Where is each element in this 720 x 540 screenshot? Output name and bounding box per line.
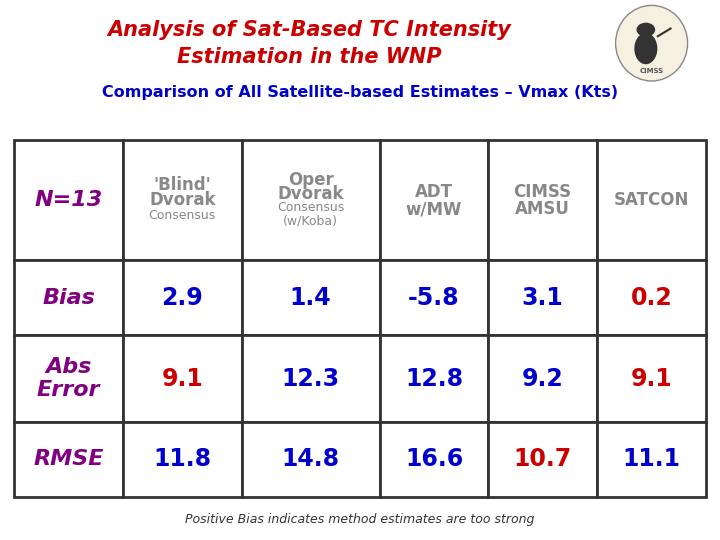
Bar [14,260,123,335]
Text: ADT: ADT [415,183,453,201]
Text: 1.4: 1.4 [290,286,331,310]
Text: w/MW: w/MW [406,200,462,218]
Bar [14,422,123,497]
Bar [488,335,597,422]
Text: AMSU: AMSU [516,200,570,218]
Text: 11.8: 11.8 [153,447,212,471]
Text: CIMSS: CIMSS [513,183,572,201]
Bar [597,260,706,335]
Bar [14,335,123,422]
Circle shape [636,23,655,37]
Text: 12.3: 12.3 [282,367,340,390]
Text: Consensus: Consensus [148,209,216,222]
Text: 2.9: 2.9 [161,286,203,310]
Text: Analysis of Sat-Based TC Intensity: Analysis of Sat-Based TC Intensity [108,19,511,40]
Bar [379,335,488,422]
Bar [597,140,706,260]
Text: Estimation in the WNP: Estimation in the WNP [177,46,442,67]
Text: 9.1: 9.1 [161,367,203,390]
Text: 16.6: 16.6 [405,447,463,471]
Text: Dvorak: Dvorak [149,191,215,210]
Text: CIMSS: CIMSS [639,68,664,75]
Bar [14,140,123,260]
Text: Comparison of All Satellite-based Estimates – Vmax (Kts): Comparison of All Satellite-based Estima… [102,85,618,100]
Text: 3.1: 3.1 [522,286,564,310]
Bar [597,422,706,497]
Text: 9.1: 9.1 [631,367,672,390]
Text: 'Blind': 'Blind' [153,176,211,194]
Ellipse shape [634,33,657,64]
Text: 12.8: 12.8 [405,367,463,390]
Bar [379,140,488,260]
Text: SATCON: SATCON [613,191,689,210]
Text: Abs
Error: Abs Error [37,357,101,400]
Text: Positive Bias indicates method estimates are too strong: Positive Bias indicates method estimates… [185,513,535,526]
Bar [123,260,241,335]
Bar [379,422,488,497]
Bar [123,140,241,260]
Bar [241,335,379,422]
Bar [379,260,488,335]
Text: Dvorak: Dvorak [277,185,344,202]
Text: 10.7: 10.7 [513,447,572,471]
Text: N=13: N=13 [35,191,103,211]
Bar [241,260,379,335]
Text: 14.8: 14.8 [282,447,340,471]
Bar [241,140,379,260]
Ellipse shape [616,5,688,81]
Bar [123,335,241,422]
Text: Bias: Bias [42,288,95,308]
Text: RMSE: RMSE [33,449,104,469]
Text: Oper: Oper [288,171,333,189]
Text: 9.2: 9.2 [522,367,564,390]
Bar [488,260,597,335]
Text: -5.8: -5.8 [408,286,460,310]
Bar [241,422,379,497]
Text: 11.1: 11.1 [622,447,680,471]
Bar [123,422,241,497]
Bar [488,422,597,497]
Bar [488,140,597,260]
Text: (w/Koba): (w/Koba) [283,214,338,227]
Bar [597,335,706,422]
Text: Consensus: Consensus [277,201,344,214]
Text: 0.2: 0.2 [631,286,672,310]
